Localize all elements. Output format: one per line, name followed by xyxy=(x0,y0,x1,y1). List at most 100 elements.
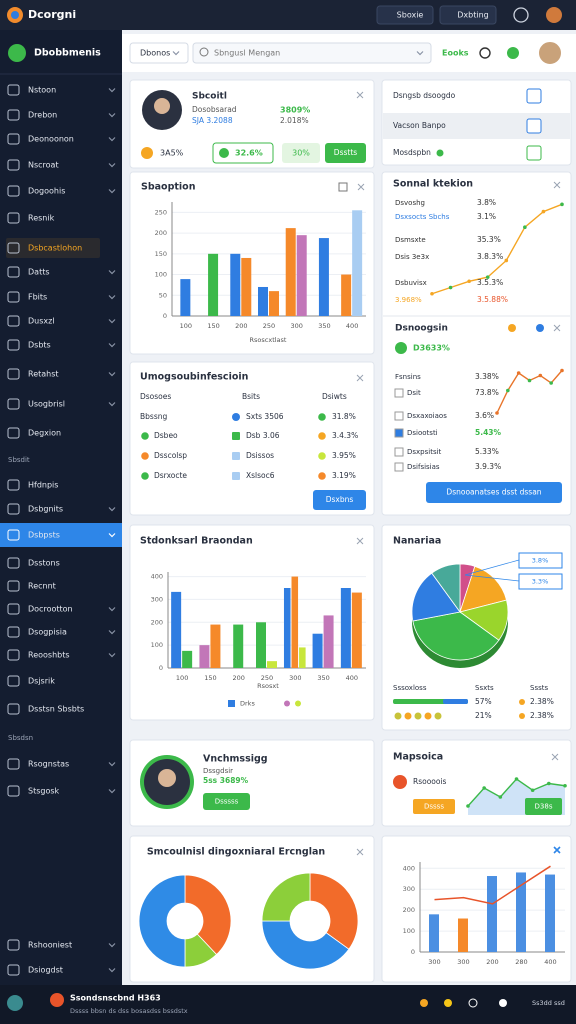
card xyxy=(129,739,375,827)
button[interactable] xyxy=(325,143,366,163)
nav-icon xyxy=(7,212,20,224)
x-tick-label: 300 xyxy=(289,674,301,682)
nav-item: Dsbts xyxy=(28,341,51,350)
label: 3.8% xyxy=(477,198,496,207)
bar xyxy=(230,253,241,316)
active-item[interactable] xyxy=(0,523,122,547)
point xyxy=(514,777,519,781)
nav-icon xyxy=(7,84,20,96)
x-tick-label: 200 xyxy=(235,322,247,330)
top-button[interactable] xyxy=(439,5,497,25)
label: Dsrxocte xyxy=(154,471,187,480)
x-tick-label: 250 xyxy=(263,322,275,330)
top-button[interactable] xyxy=(376,5,434,25)
chevron xyxy=(108,343,116,348)
chip-icon xyxy=(219,148,229,158)
label: Dosobsarad xyxy=(192,105,237,114)
nav-icon xyxy=(7,675,20,687)
chevron xyxy=(108,270,116,275)
label: Sonnal ktekion xyxy=(393,179,473,190)
point xyxy=(560,368,564,373)
slice xyxy=(459,565,507,613)
table-dot xyxy=(232,472,240,480)
stat-icon xyxy=(393,775,407,789)
label: 21% xyxy=(475,711,492,720)
dot xyxy=(404,712,412,720)
chevron xyxy=(416,51,424,56)
close-icon xyxy=(356,91,364,99)
x-tick-label: 300 xyxy=(428,958,440,966)
dot xyxy=(414,712,422,720)
nav-item: Dsjsrik xyxy=(28,677,55,686)
button[interactable] xyxy=(525,798,562,815)
nav-icon xyxy=(7,368,20,380)
chevron xyxy=(108,295,116,300)
nav-item: Deonoonon xyxy=(28,135,74,144)
bar xyxy=(340,588,351,668)
nav-item: Dsbgnits xyxy=(28,505,63,514)
label: 3.968% xyxy=(395,296,422,304)
button[interactable] xyxy=(426,482,562,503)
label: Dsscolsp xyxy=(154,451,187,460)
nav-icon xyxy=(7,266,20,278)
search[interactable] xyxy=(192,42,432,64)
button[interactable] xyxy=(313,490,366,510)
bottom-logo xyxy=(7,995,23,1011)
dot xyxy=(394,712,402,720)
dot xyxy=(424,712,432,720)
bar xyxy=(323,615,334,668)
x-tick-label: 350 xyxy=(318,322,330,330)
callout-line xyxy=(464,574,520,582)
close-icon xyxy=(553,181,561,189)
point xyxy=(506,388,510,393)
label: Sbcoitl xyxy=(192,92,227,102)
table-header: Sssts xyxy=(530,684,548,692)
nav-item: Dsstsn Sbsbts xyxy=(28,705,84,714)
label: Xslsoc6 xyxy=(246,471,275,480)
highlight-item[interactable] xyxy=(6,238,100,258)
row-icon[interactable] xyxy=(526,118,542,134)
point xyxy=(516,371,521,375)
bar xyxy=(199,645,210,668)
nav-icon xyxy=(7,427,20,439)
table-dot xyxy=(141,432,149,440)
line xyxy=(434,865,551,905)
label: 3809% xyxy=(280,106,310,115)
x-tick-label: 300 xyxy=(457,958,469,966)
x-tick-label: 250 xyxy=(261,674,273,682)
x-tick-label: 400 xyxy=(346,322,358,330)
bar xyxy=(171,591,182,668)
point xyxy=(547,781,551,786)
chevron xyxy=(108,533,116,538)
slice xyxy=(309,872,359,950)
nav-item: Dsbcastlohon xyxy=(28,244,82,253)
button[interactable] xyxy=(203,793,250,810)
y-tick-label: 300 xyxy=(403,885,415,893)
y-tick-label: 200 xyxy=(151,618,163,626)
nav-icon xyxy=(7,964,20,976)
status-dot xyxy=(436,149,444,157)
row-icon[interactable] xyxy=(526,145,542,161)
nav-icon xyxy=(7,603,20,615)
label: Smcoulnisl dingoxniaral Ercnglan xyxy=(147,847,326,858)
x-tick-label: 100 xyxy=(176,674,188,682)
bar xyxy=(312,633,323,668)
callout-line xyxy=(464,559,520,576)
y-tick-label: 100 xyxy=(403,927,415,935)
row-icon xyxy=(394,411,404,421)
label: 3.4.3% xyxy=(332,431,358,440)
icon xyxy=(536,324,544,332)
point xyxy=(549,381,553,385)
nav-icon xyxy=(7,479,20,491)
tab[interactable] xyxy=(129,42,189,64)
table-dot xyxy=(141,472,149,480)
label: Dssgdsir xyxy=(203,767,233,775)
row-icon xyxy=(394,462,404,472)
x-tick-label: 400 xyxy=(544,958,556,966)
button[interactable] xyxy=(413,799,455,814)
nav-icon xyxy=(7,758,20,770)
label: Rsoooois xyxy=(413,777,447,786)
callout xyxy=(518,573,563,590)
row-icon[interactable] xyxy=(526,88,542,104)
